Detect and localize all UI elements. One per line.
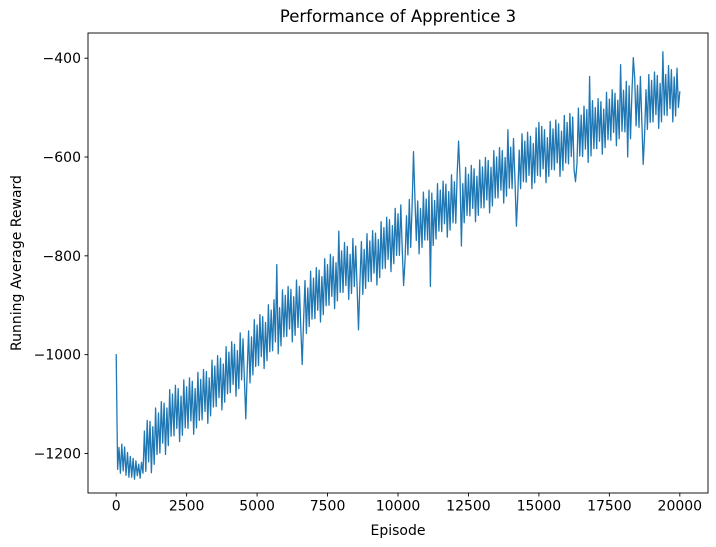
x-tick-label: 17500 xyxy=(587,499,632,515)
y-axis-label: Running Average Reward xyxy=(9,175,25,351)
x-tick-label: 2500 xyxy=(169,499,205,515)
x-axis-label: Episode xyxy=(370,523,426,539)
x-tick-label: 5000 xyxy=(239,499,275,515)
x-tick-label: 0 xyxy=(112,499,121,515)
y-tick-label: −1200 xyxy=(34,446,81,462)
chart-title: Performance of Apprentice 3 xyxy=(279,7,517,26)
x-tick-label: 15000 xyxy=(517,499,562,515)
x-tick-label: 20000 xyxy=(658,499,703,515)
x-tick-label: 10000 xyxy=(376,499,421,515)
x-tick-label: 12500 xyxy=(446,499,491,515)
y-tick-label: −800 xyxy=(43,249,81,265)
y-tick-label: −600 xyxy=(43,150,81,166)
y-tick-label: −400 xyxy=(43,51,81,67)
data-line-running-average-reward xyxy=(115,51,681,480)
y-tick-label: −1000 xyxy=(34,348,81,364)
x-tick-label: 7500 xyxy=(310,499,346,515)
